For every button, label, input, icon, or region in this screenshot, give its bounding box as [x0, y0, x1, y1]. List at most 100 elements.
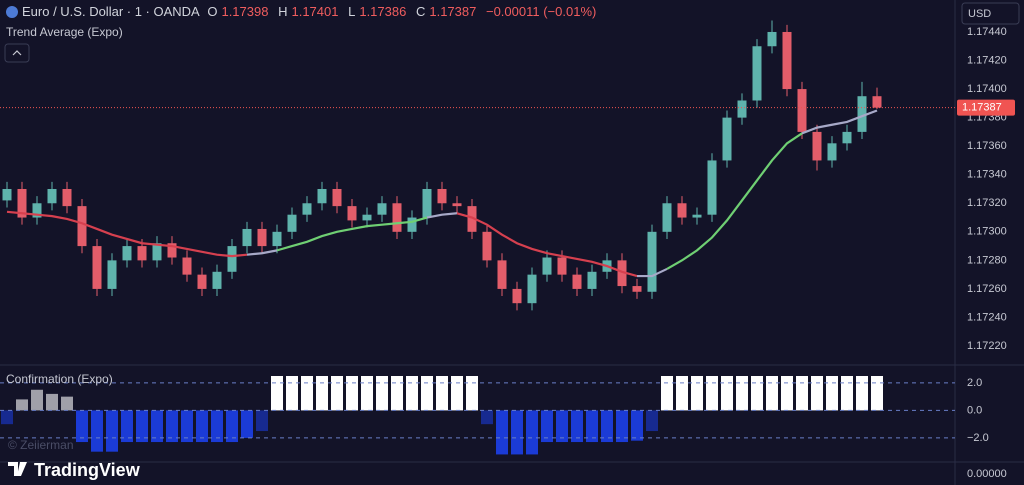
histogram-bar: [691, 376, 703, 411]
candle-body: [662, 203, 672, 232]
brand: TradingView: [34, 460, 141, 480]
trend-line: [246, 249, 278, 256]
y-tick-label: 1.17320: [967, 197, 1007, 209]
histogram-bar: [316, 376, 328, 411]
histogram-bar: [511, 410, 523, 455]
candle-body: [152, 243, 162, 261]
ohlc-label: H: [278, 4, 288, 19]
candle-body: [542, 257, 552, 275]
oscillator-title: Confirmation (Expo): [6, 372, 113, 386]
histogram-bar: [91, 410, 103, 452]
histogram-bar: [571, 410, 583, 443]
y-tick-label: 1.17300: [967, 226, 1007, 238]
candle-body: [692, 214, 702, 218]
y-tick-label: 1.17440: [967, 26, 1007, 38]
histogram-bar: [196, 410, 208, 443]
symbol: Euro / U.S. Dollar · 1 · OANDA: [22, 4, 200, 19]
watermark: © Zeiierman: [8, 438, 74, 452]
candle-body: [497, 260, 507, 289]
histogram-bar: [211, 410, 223, 443]
candle-body: [482, 231, 492, 261]
ohlc-label: O: [207, 4, 218, 19]
candle-body: [122, 246, 132, 261]
histogram-bar: [361, 376, 373, 411]
collapse-button[interactable]: [4, 43, 30, 63]
indicator-title: Trend Average (Expo): [6, 25, 123, 39]
histogram-bar: [751, 376, 763, 411]
ohlc-value: 1.17387: [429, 4, 477, 19]
candle-body: [467, 206, 477, 232]
histogram-bar: [766, 376, 778, 411]
y-tick-label: 0.0: [967, 404, 982, 416]
histogram-bar: [16, 399, 28, 411]
histogram-bar: [811, 376, 823, 411]
candle-body: [242, 228, 252, 247]
histogram-bar: [286, 376, 298, 411]
ohlc-label: L: [348, 4, 356, 19]
histogram-bar: [526, 410, 538, 455]
histogram-bar: [46, 393, 58, 411]
trend-line: [456, 212, 638, 278]
trend-line: [637, 267, 668, 278]
histogram-bar: [346, 376, 358, 411]
candle-body: [617, 260, 627, 287]
change: −0.00011 (−0.01%): [485, 4, 597, 19]
y-tick-label: 1.17240: [967, 311, 1007, 323]
trend-line: [801, 109, 878, 135]
trend-line: [426, 212, 458, 219]
histogram-bar: [661, 376, 673, 411]
histogram-bar: [376, 376, 388, 411]
candle-body: [77, 206, 87, 247]
candle-body: [797, 89, 807, 132]
histogram-bar: [871, 376, 883, 411]
histogram-bar: [541, 410, 553, 443]
histogram-bar: [151, 410, 163, 443]
candle-body: [857, 96, 867, 132]
ohlc-label: C: [415, 4, 426, 19]
candle-body: [257, 228, 267, 247]
histogram-bar: [586, 410, 598, 443]
candle-body: [587, 271, 597, 289]
last-price-box: [957, 99, 1015, 116]
trend-line: [6, 210, 248, 258]
candle-body: [377, 203, 387, 215]
y-tick-label: 1.17420: [967, 54, 1007, 66]
candle-body: [527, 274, 537, 304]
y-tick-label: −2.0: [967, 432, 989, 444]
symbol-icon: [6, 6, 18, 18]
caret-icon: [12, 50, 22, 56]
candle-body: [452, 203, 462, 207]
candle-body: [227, 246, 237, 272]
candle-body: [677, 203, 687, 218]
candle-body: [287, 214, 297, 232]
brand-logo: [8, 462, 27, 476]
histogram-bar: [706, 376, 718, 411]
histogram-bar: [646, 410, 658, 432]
candle-body: [437, 188, 447, 204]
candle-body: [92, 246, 102, 289]
candle-body: [167, 243, 177, 258]
candle-body: [317, 188, 327, 204]
currency-button[interactable]: [961, 2, 1020, 25]
candle-body: [47, 188, 57, 204]
ohlc-value: 1.17398: [221, 4, 269, 19]
symbol-header: Euro / U.S. Dollar · 1 · OANDA O 1.17398 …: [22, 4, 602, 19]
y-tick-label: 1.17220: [967, 340, 1007, 352]
histogram-bar: [796, 376, 808, 411]
histogram-bar: [181, 410, 193, 443]
y-tick-label: 1.17360: [967, 140, 1007, 152]
histogram-bar: [241, 410, 253, 438]
candle-body: [842, 131, 852, 144]
histogram-bar: [61, 396, 73, 411]
candle-body: [32, 203, 42, 218]
candle-body: [272, 231, 282, 247]
histogram-bar: [616, 410, 628, 443]
candle-body: [557, 257, 567, 275]
histogram-bar: [121, 410, 133, 443]
candle-body: [17, 188, 27, 218]
candle-body: [137, 246, 147, 261]
histogram-bar: [31, 389, 43, 411]
histogram-bar: [496, 410, 508, 455]
histogram-bar: [736, 376, 748, 411]
